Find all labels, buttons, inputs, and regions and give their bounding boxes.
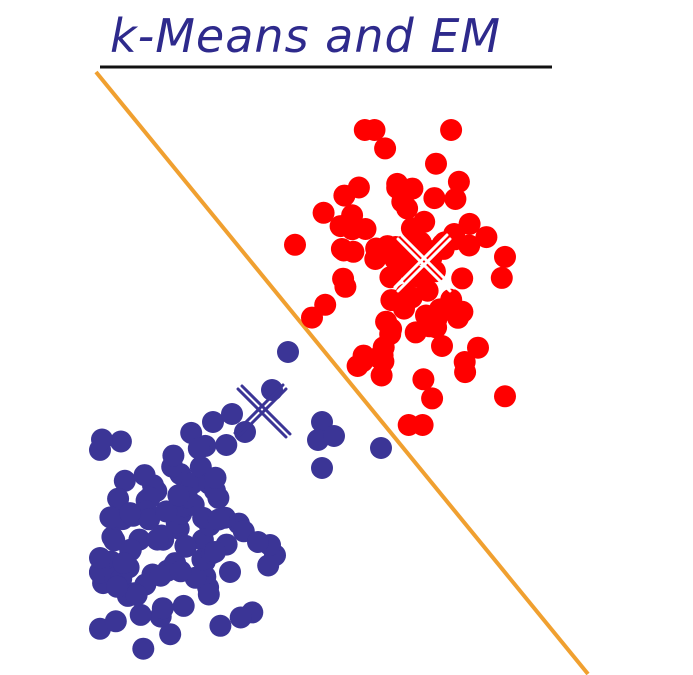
red-point: [301, 306, 323, 329]
red-point: [412, 368, 435, 391]
blue-point: [133, 464, 156, 487]
red-point: [312, 201, 335, 224]
red-point: [421, 387, 444, 410]
blue-point: [257, 554, 280, 577]
red-point: [330, 238, 353, 260]
red-cluster-center-x-mark: [393, 233, 456, 293]
red-point: [494, 245, 516, 268]
blue-point: [125, 584, 148, 607]
blue-point: [247, 531, 269, 553]
blue-point: [107, 487, 130, 510]
blue-point: [202, 411, 224, 433]
red-point: [475, 226, 498, 249]
blue-point: [155, 500, 178, 523]
red-point: [284, 233, 306, 256]
blue-point: [104, 610, 127, 633]
blue-point: [174, 535, 197, 558]
blue-point: [89, 547, 111, 569]
blue-cluster: [89, 341, 392, 660]
blue-point: [215, 434, 238, 456]
center-mark-stroke: [400, 234, 456, 290]
red-point: [386, 176, 409, 199]
red-point: [440, 119, 463, 141]
blue-point: [204, 466, 227, 489]
blue-point: [129, 603, 152, 626]
blue-point: [221, 403, 243, 425]
red-point: [374, 137, 397, 160]
red-point: [372, 350, 395, 373]
blue-point: [159, 623, 182, 646]
blue-point: [162, 444, 185, 467]
blue-point: [132, 637, 155, 660]
red-point: [490, 266, 513, 289]
blue-point: [172, 594, 195, 617]
blue-point: [106, 575, 129, 598]
blue-point: [91, 428, 113, 451]
blue-point: [112, 552, 135, 574]
red-point: [416, 308, 439, 331]
red-point: [447, 306, 469, 329]
center-mark-stroke: [393, 233, 449, 289]
figure-title: k-Means and EM: [110, 9, 501, 63]
red-point: [395, 283, 418, 306]
decision-boundary-line: [94, 70, 590, 675]
red-point: [351, 350, 374, 373]
red-point: [494, 385, 516, 408]
red-point: [432, 237, 455, 260]
red-point: [364, 248, 387, 270]
red-point: [413, 210, 436, 233]
red-point: [467, 336, 489, 359]
blue-point: [149, 564, 172, 587]
blue-point: [219, 561, 241, 583]
red-point: [431, 335, 453, 357]
center-mark-stroke: [396, 237, 452, 293]
red-point: [425, 152, 447, 175]
blue-point: [138, 508, 161, 531]
blue-cluster-center-x-mark: [233, 383, 292, 439]
blue-point: [207, 508, 230, 531]
blue-point: [151, 597, 174, 620]
red-point: [451, 267, 474, 290]
blue-point: [187, 437, 210, 460]
blue-point: [209, 614, 232, 637]
center-mark-stroke: [240, 384, 292, 436]
red-point: [454, 361, 477, 384]
blue-point: [323, 425, 345, 447]
blue-point: [204, 541, 226, 563]
blue-point: [146, 528, 169, 551]
blue-point: [229, 606, 252, 629]
blue-point: [197, 583, 220, 606]
blue-point: [311, 457, 333, 479]
blue-point: [103, 529, 126, 552]
blue-point: [99, 506, 122, 529]
red-point: [347, 176, 370, 199]
blue-point: [169, 560, 192, 583]
blue-point: [119, 502, 142, 525]
red-point: [334, 275, 357, 298]
red-point: [380, 318, 403, 340]
blue-point: [167, 484, 190, 507]
red-cluster: [284, 119, 516, 436]
red-point: [353, 119, 376, 141]
red-point: [447, 170, 470, 193]
center-mark-stroke: [236, 387, 288, 439]
blue-point: [109, 430, 132, 453]
red-point: [444, 188, 467, 210]
red-point: [354, 218, 377, 240]
red-point: [423, 187, 446, 210]
red-point: [458, 234, 481, 257]
center-mark-stroke: [233, 383, 285, 435]
red-point: [379, 266, 402, 289]
blue-point: [277, 341, 299, 363]
blue-point: [370, 437, 392, 459]
red-point: [383, 243, 406, 266]
blue-point: [113, 469, 136, 492]
red-point: [397, 414, 420, 436]
